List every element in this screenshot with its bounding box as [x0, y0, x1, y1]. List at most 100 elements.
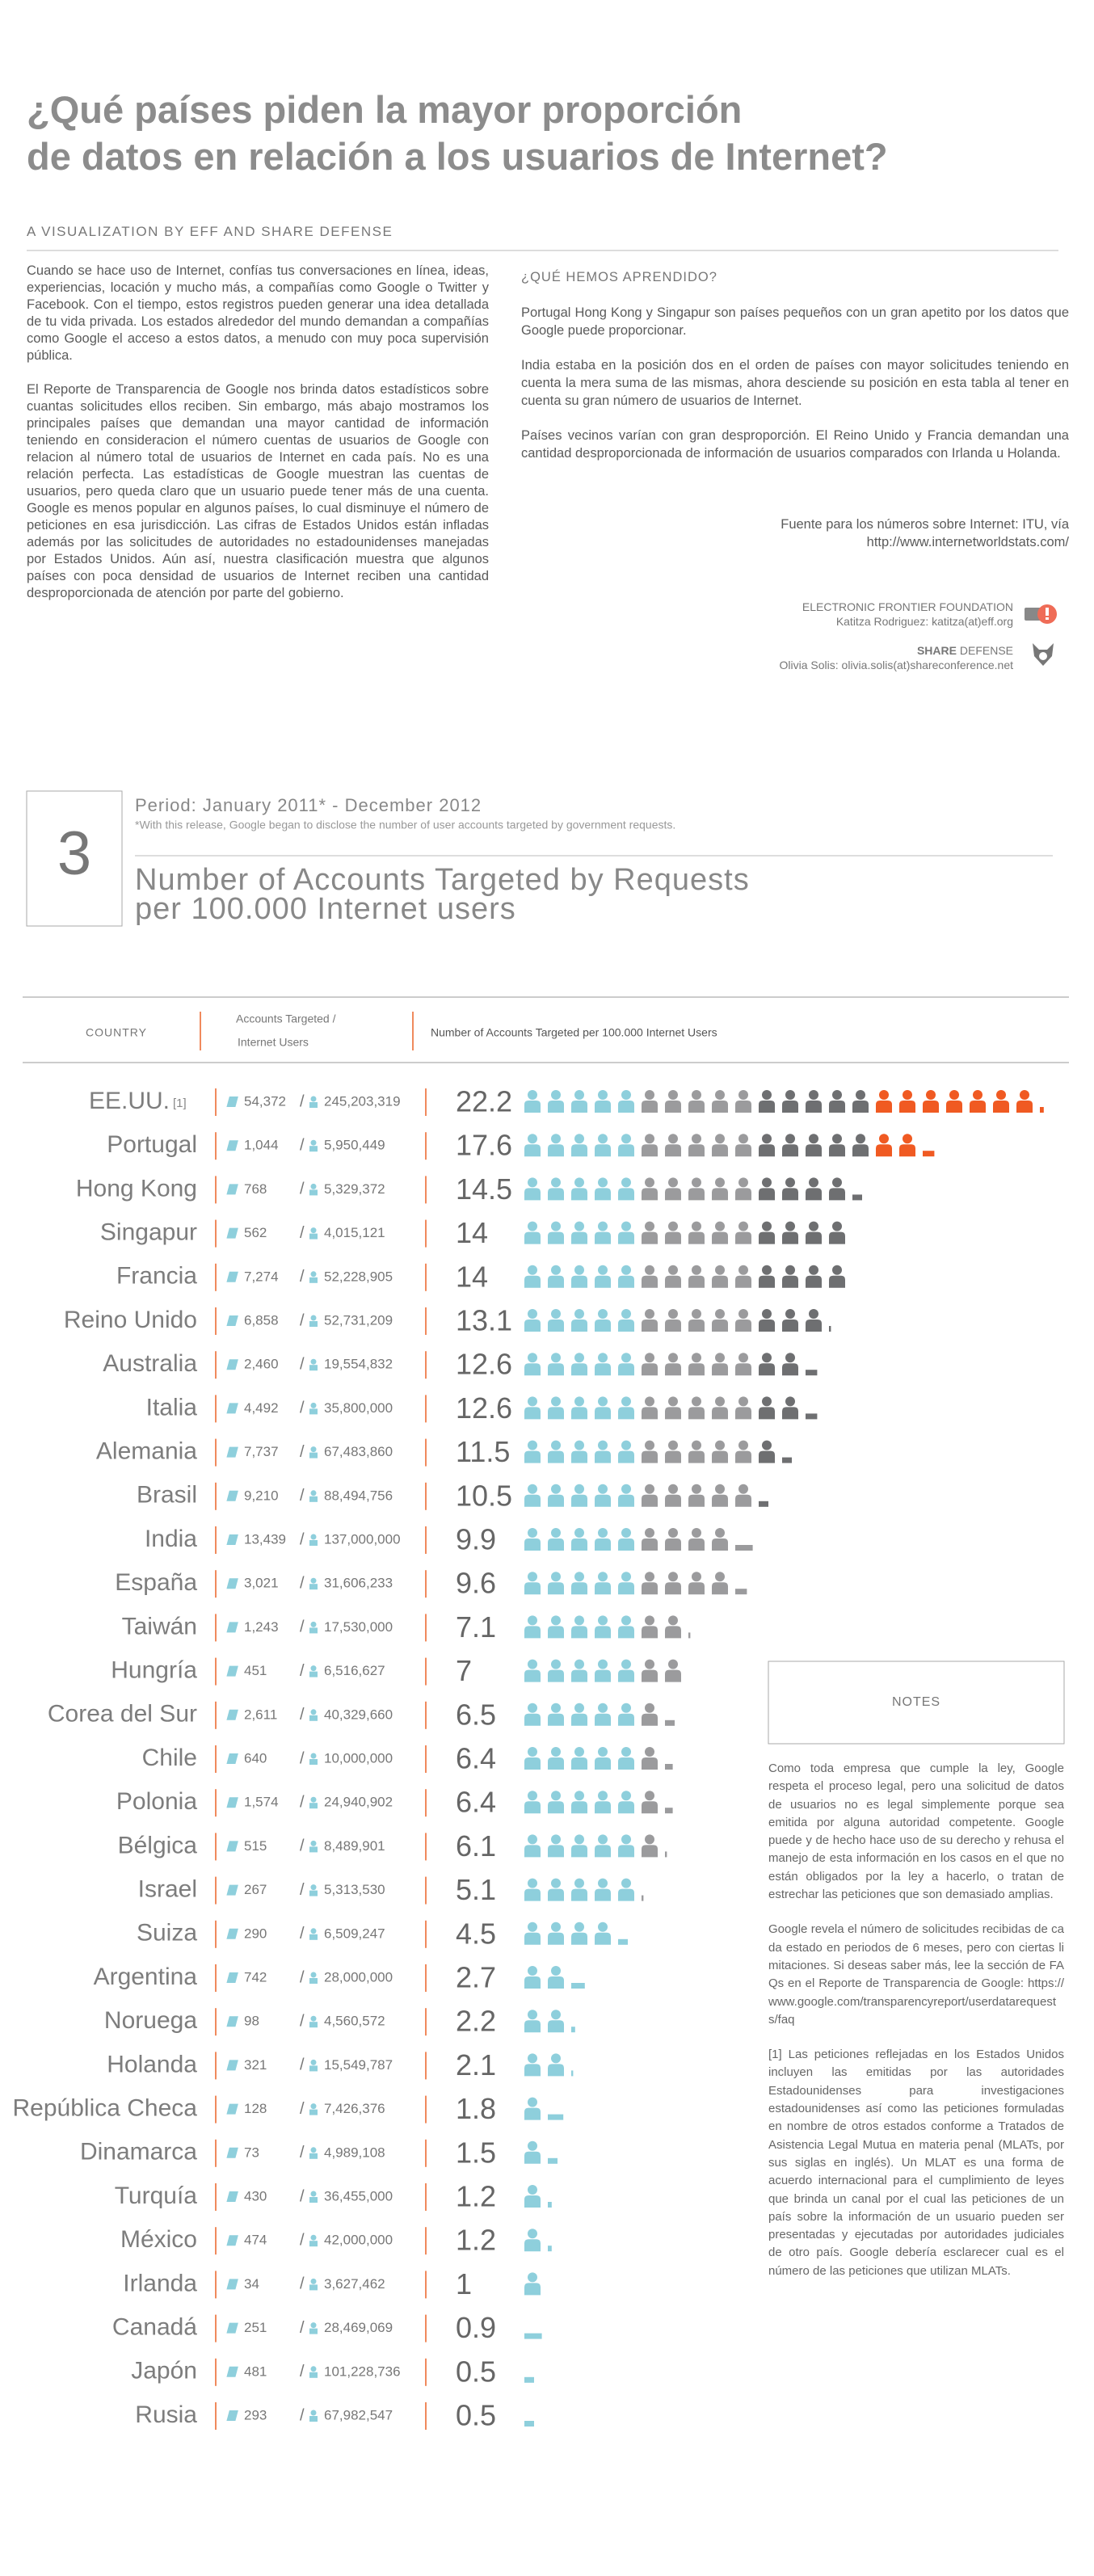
person-body: [571, 1669, 587, 1682]
user-icon: [309, 1934, 318, 1940]
accounts: 293: [244, 2407, 267, 2422]
person-body: [595, 1888, 611, 1901]
country: Portugal: [107, 1131, 197, 1158]
person-head: [621, 1659, 631, 1669]
person-head: [621, 1221, 631, 1231]
person-head: [528, 1265, 537, 1275]
person-body: [735, 1188, 751, 1201]
person-body: [735, 1363, 751, 1376]
user-icon: [309, 1978, 318, 1984]
person-body: [618, 1188, 634, 1201]
accounts: 768: [244, 1181, 267, 1197]
person-body: [759, 1188, 775, 1201]
person-head: [692, 1572, 701, 1582]
partial-person: [665, 1808, 673, 1814]
person-head: [598, 1528, 608, 1538]
rate: 1.2: [456, 2180, 496, 2213]
slash: /: [300, 2056, 305, 2074]
person-body: [806, 1188, 822, 1201]
country: Hungría: [111, 1657, 197, 1684]
doc-icon: [226, 1709, 238, 1720]
person-body: [571, 1407, 587, 1420]
person-head: [574, 1309, 584, 1319]
person-body: [876, 1101, 892, 1113]
person-body: [618, 1101, 634, 1113]
person-body: [595, 1320, 611, 1332]
person-head: [692, 1353, 701, 1363]
person-head: [598, 1353, 608, 1363]
person-head: [528, 1747, 537, 1757]
person-body: [899, 1144, 915, 1157]
accounts: 515: [244, 1838, 267, 1854]
person-body: [595, 1932, 611, 1945]
person-head: [574, 1484, 584, 1494]
user-icon: [309, 2153, 318, 2159]
person-head: [785, 1177, 795, 1188]
rate: 10.5: [456, 1479, 512, 1512]
partial-person: [852, 1194, 862, 1201]
user-icon: [310, 1183, 317, 1189]
users: 19,554,832: [324, 1357, 393, 1372]
slash: /: [300, 1443, 305, 1461]
user-icon: [310, 2322, 317, 2329]
doc-icon: [226, 1797, 238, 1808]
user-icon: [309, 1102, 318, 1108]
slash: /: [300, 2363, 305, 2380]
slash: /: [300, 1311, 305, 1329]
user-icon: [310, 2410, 317, 2416]
person-body: [548, 2020, 564, 2033]
source-text: Fuente para los números sobre Internet: …: [781, 517, 1069, 532]
person-body: [595, 1801, 611, 1814]
doc-icon: [226, 2060, 238, 2071]
slash: /: [300, 1224, 305, 1242]
person-body: [595, 1407, 611, 1420]
slash: /: [300, 2275, 305, 2293]
rate: 14: [456, 1260, 488, 1293]
partial-person: [688, 1632, 691, 1639]
person-body: [735, 1494, 751, 1507]
person-body: [759, 1231, 775, 1244]
partial-person: [923, 1151, 935, 1157]
pictogram: [524, 1834, 667, 1858]
org: ELECTRONIC FRONTIER FOUNDATION: [802, 600, 1013, 613]
user-icon: [309, 1803, 318, 1809]
person-body: [759, 1407, 775, 1420]
person-body: [524, 1188, 541, 1201]
user-icon: [309, 1715, 318, 1721]
accounts: 34: [244, 2276, 259, 2292]
person-body: [571, 1845, 587, 1858]
org-bold: SHARE: [916, 644, 957, 657]
person-head: [621, 1309, 631, 1319]
person-head: [574, 1265, 584, 1275]
person-head: [528, 1791, 537, 1801]
person-body: [782, 1231, 798, 1244]
person-head: [621, 1265, 631, 1275]
rank-box: [26, 790, 123, 927]
person-head: [621, 1353, 631, 1363]
period: Period: January 2011* - December 2012: [135, 795, 482, 815]
pictogram: [524, 2185, 552, 2208]
person-body: [524, 1494, 541, 1507]
rate: 14.5: [456, 1172, 512, 1206]
person-head: [738, 1221, 748, 1231]
pictogram: [524, 1177, 862, 1201]
person-head: [832, 1090, 842, 1100]
user-icon: [309, 1277, 318, 1283]
person-head: [598, 1921, 608, 1932]
users: 5,329,372: [324, 1181, 385, 1197]
country: Italia: [146, 1394, 198, 1421]
users: 67,982,547: [324, 2407, 393, 2422]
slash: /: [300, 1181, 305, 1198]
user-icon: [309, 1452, 318, 1458]
pictogram: [524, 1572, 747, 1595]
person-body: [688, 1320, 705, 1332]
person-head: [621, 1747, 631, 1757]
person-body: [618, 1669, 634, 1682]
person-body: [524, 2283, 541, 2296]
paragraph: Países vecinos varían con gran despropor…: [521, 428, 1069, 461]
person-head: [785, 1353, 795, 1363]
partial-person: [806, 1370, 818, 1376]
doc-icon: [226, 1622, 238, 1633]
person-head: [528, 1834, 537, 1845]
person-head: [528, 1484, 537, 1494]
